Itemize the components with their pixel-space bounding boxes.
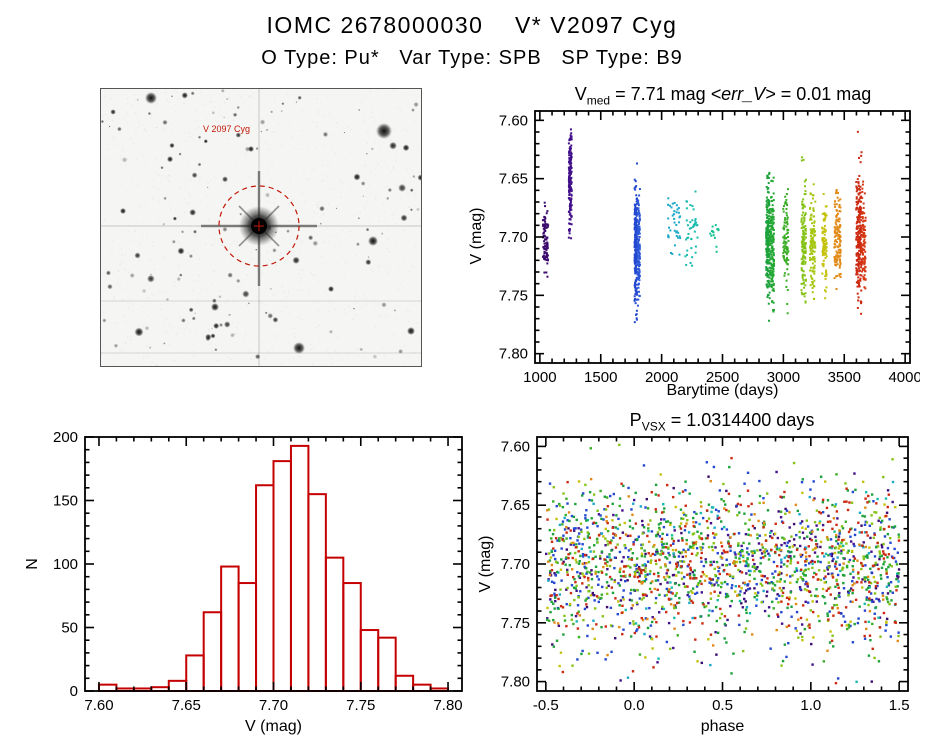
- phase-plot: [472, 429, 922, 729]
- lightcurve-title: Vmed = 7.71 mag <err_V> = 0.01 mag: [508, 84, 938, 108]
- finder-chart-panel: V 2097 Cyg: [100, 88, 422, 367]
- finder-star-label: V 2097 Cyg: [203, 124, 251, 134]
- histogram-ylabel: N: [24, 558, 41, 570]
- lightcurve-title-err: <err_V>: [710, 84, 776, 104]
- phase-title-suffix: = 1.0314400 days: [665, 410, 815, 430]
- lightcurve-plot: [470, 103, 920, 403]
- finder-chart-image: [100, 88, 422, 367]
- phase-title-prefix: P: [629, 410, 642, 430]
- phase-title: PVSX = 1.0314400 days: [507, 410, 937, 434]
- phase-ylabel: V (mag): [477, 535, 494, 593]
- lightcurve-title-suffix: = 0.01 mag: [775, 84, 872, 104]
- figure-title: IOMC 2678000030 V* V2097 Cyg: [266, 12, 678, 38]
- histogram-plot: [20, 429, 480, 729]
- phase-xlabel: phase: [700, 718, 745, 735]
- lightcurve-xlabel: Barytime (days): [666, 382, 779, 399]
- histogram-xlabel: V (mag): [245, 718, 302, 735]
- lightcurve-title-mid: = 7.71 mag: [610, 84, 711, 104]
- lightcurve-title-prefix: V: [574, 84, 587, 104]
- figure-subtitle: O Type: Pu* Var Type: SPB SP Type: B9: [261, 47, 683, 69]
- lightcurve-ylabel: V (mag): [468, 207, 485, 265]
